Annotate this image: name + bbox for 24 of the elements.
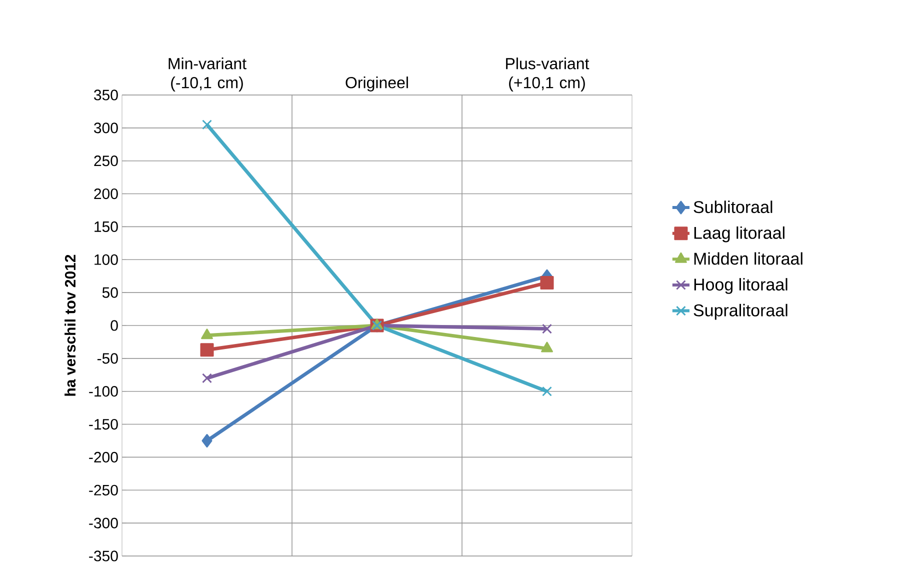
legend-label: Laag litoraal [694,226,784,242]
y-tick-label: -50 [97,353,118,364]
x-tick-label: Min-variant (-10,1 cm) [168,58,246,92]
legend-label: Sublitoraal [694,200,772,214]
y-axis-title: ha verschil tov 2012 [64,254,76,396]
y-tick-label: 150 [94,221,118,232]
y-tick-label: -350 [89,550,118,562]
y-tick-label: -200 [89,452,118,463]
y-tick-label: 200 [94,188,118,200]
x-tick-label: Origineel [346,76,408,92]
y-tick-label: 0 [110,320,118,331]
legend-label: Hoog litoraal [694,278,788,294]
y-tick-label: 50 [102,287,118,298]
y-tick-label: -300 [89,518,118,528]
y-tick-label: 350 [94,90,118,100]
y-tick-label: 300 [94,122,118,134]
y-tick-label: -250 [89,484,118,496]
y-tick-label: 100 [94,254,118,265]
legend-label: Supralitoraal [694,304,788,320]
y-tick-label: 250 [94,156,118,166]
x-tick-label: Plus-variant (+10,1 cm) [506,58,590,92]
y-tick-label: -100 [89,386,118,397]
y-tick-label: -150 [89,418,118,430]
legend-label: Midden litoraal [694,252,802,265]
